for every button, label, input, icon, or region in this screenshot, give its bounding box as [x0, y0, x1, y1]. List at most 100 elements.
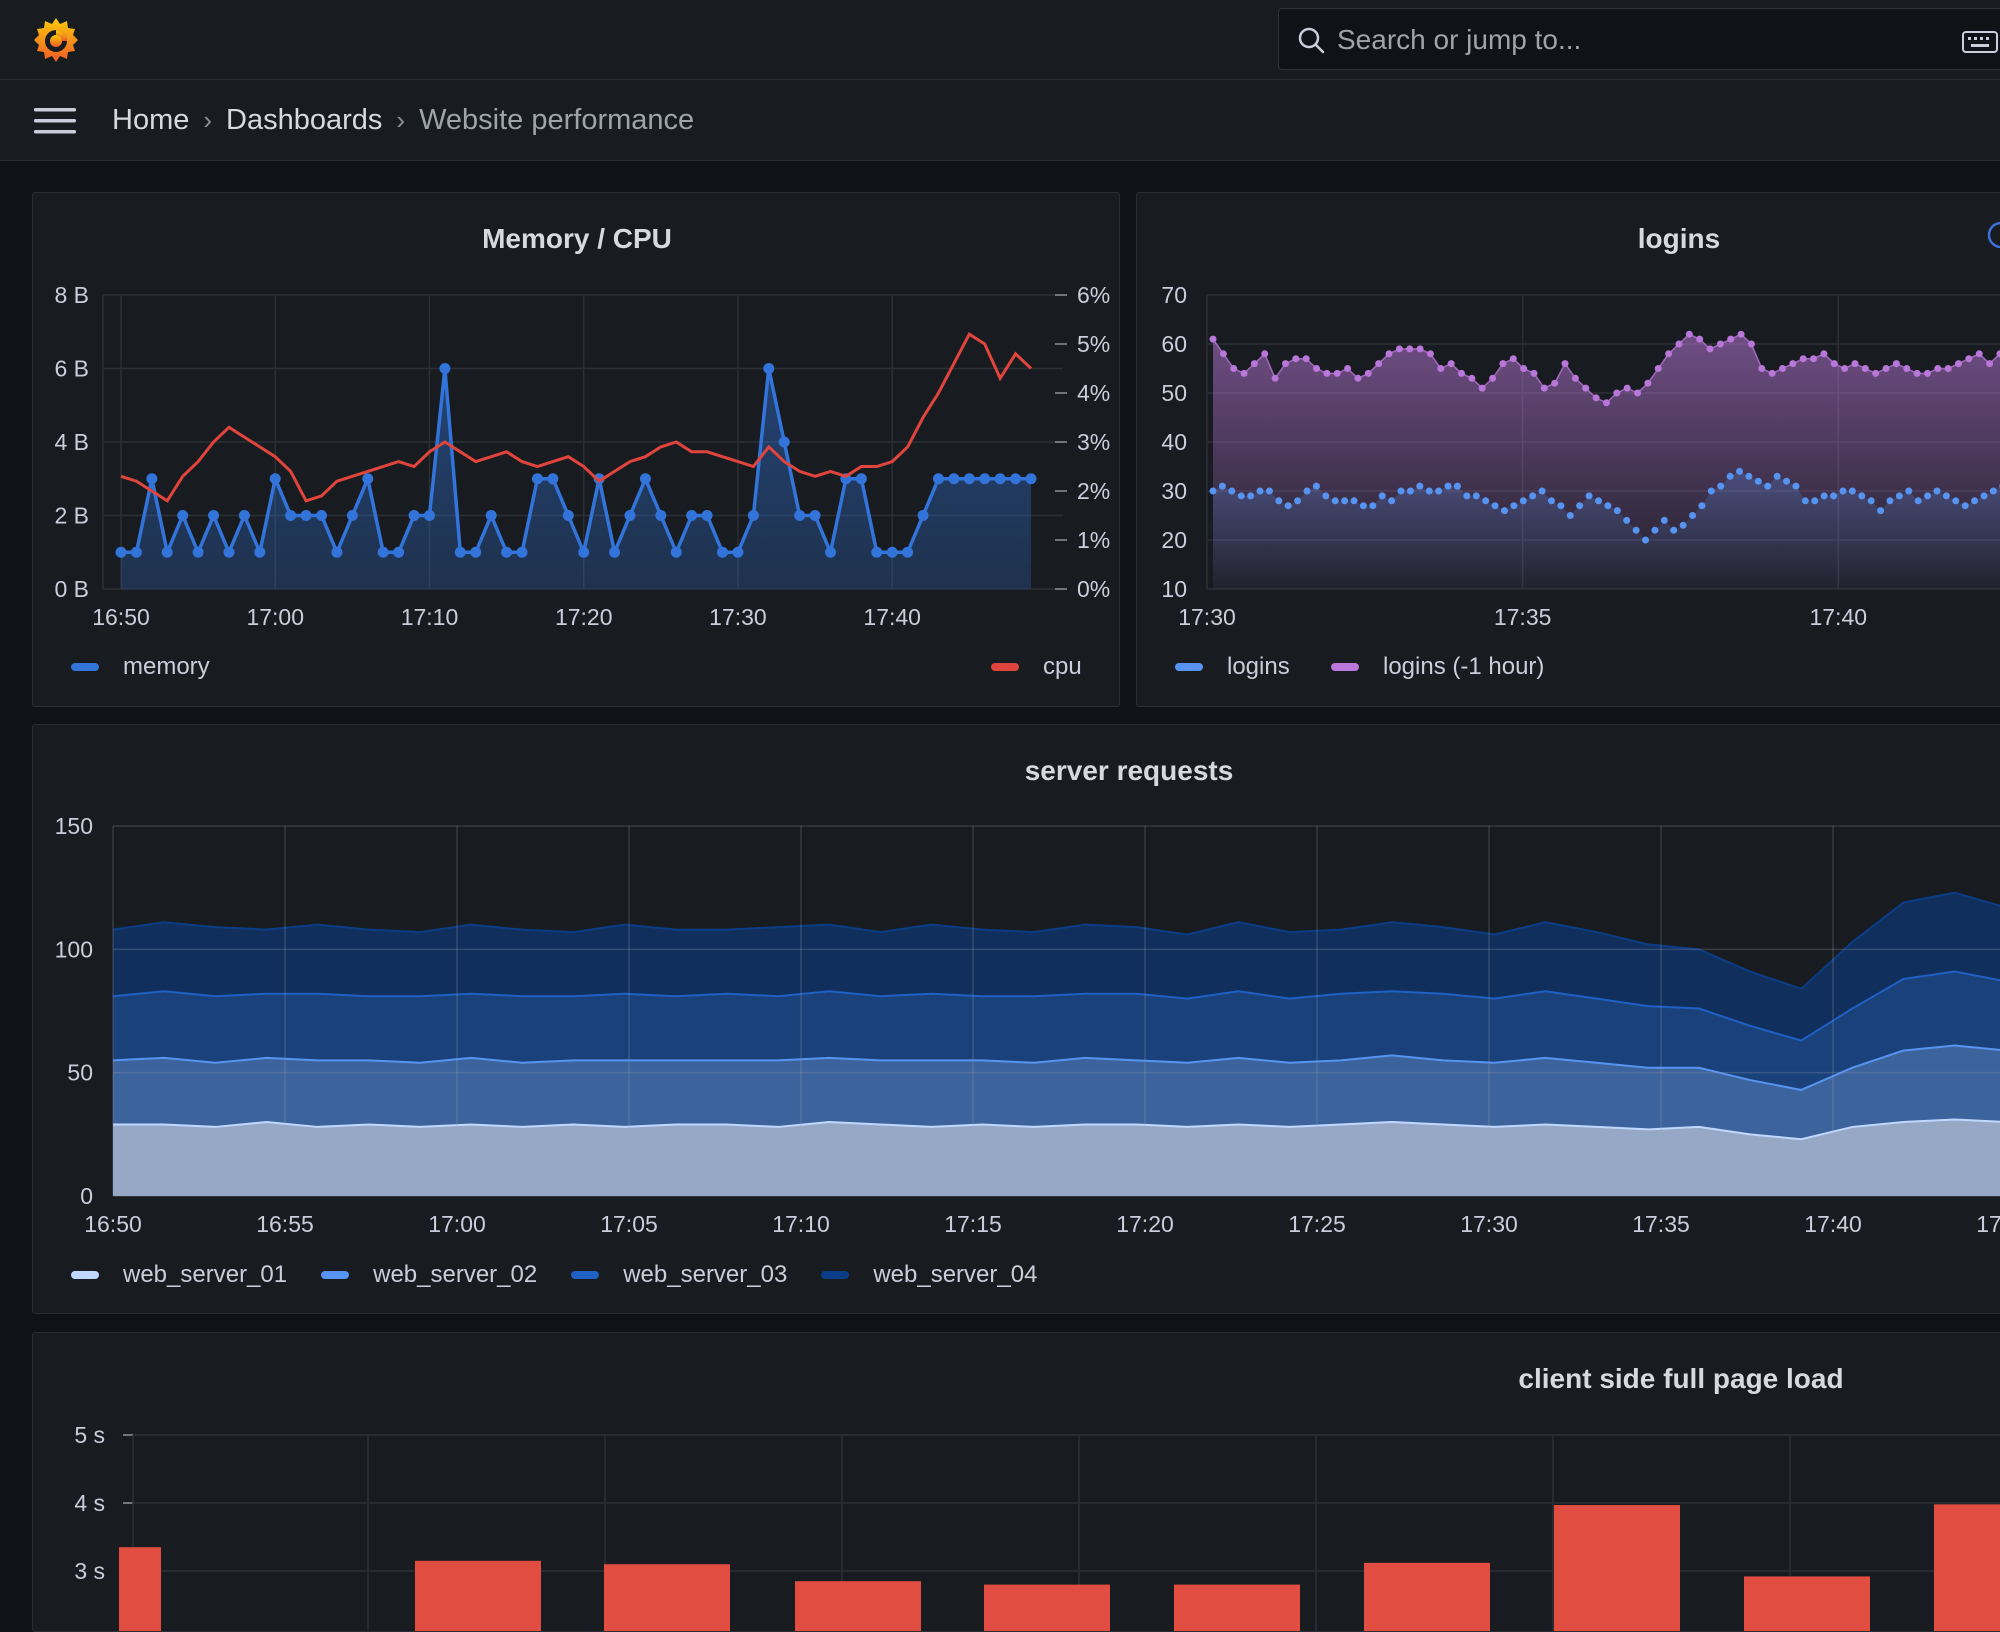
x-axis-tick-label: 17:20 [555, 604, 613, 630]
data-point-logins [1378, 492, 1386, 500]
data-point-logins [1557, 502, 1565, 510]
data-point-logins [1942, 492, 1950, 500]
data-point-logins-prev [1685, 330, 1693, 338]
legend-item-web-server-04[interactable]: web_server_04 [821, 1261, 1037, 1289]
legend-item-logins[interactable]: logins [1175, 653, 1290, 681]
y-axis-tick-label: 50 [67, 1060, 93, 1086]
data-point-logins-prev [1923, 369, 1931, 377]
data-point-logins-prev [1789, 360, 1797, 368]
panel-logins[interactable]: logins 1020304050607017:3017:3517:4017:4… [1136, 192, 2000, 707]
data-point-memory [470, 546, 482, 558]
breadcrumb-home[interactable]: Home [112, 103, 190, 136]
data-point-logins-prev [1913, 369, 1921, 377]
legend-item-web-server-03[interactable]: web_server_03 [571, 1261, 787, 1289]
data-point-logins-prev [1261, 350, 1269, 358]
data-point-logins [1717, 482, 1725, 490]
series-web_server_04-line [112, 891, 2000, 990]
data-point-logins [1905, 487, 1913, 495]
series-web_server_01-area [113, 1119, 2000, 1196]
data-point-logins [1453, 482, 1461, 490]
data-point-memory [701, 510, 713, 521]
search-icon [1298, 27, 1325, 54]
data-point-logins [1707, 487, 1715, 495]
x-axis-tick-label: 17:30 [709, 604, 767, 630]
panel-title: client side full page load [1518, 1363, 1844, 1394]
panel-memory-cpu[interactable]: Memory / CPU 0 B 2 B 4 B 6 B 8 B 0% 1% 2% 3% 4% 5%… [32, 192, 1120, 707]
grafana-logo-icon[interactable] [30, 14, 82, 66]
data-point-logins [1811, 497, 1819, 505]
x-axis-tick-label: 17:45 [1976, 1211, 2000, 1237]
data-point-logins [1284, 502, 1292, 510]
data-point-memory [994, 473, 1006, 485]
data-point-logins-prev [1903, 365, 1911, 372]
series-web_server_02-line [112, 1044, 2000, 1091]
y-axis-tick-label: 30 [1161, 478, 1187, 504]
keyboard-icon[interactable] [1962, 31, 1998, 53]
data-point-memory [1025, 473, 1037, 485]
data-point-memory [223, 546, 235, 558]
data-point-logins [1585, 492, 1593, 500]
y-axis-right-tick-label: 2% [1077, 478, 1110, 504]
data-point-logins [1867, 497, 1875, 505]
legend-item-web-server-02[interactable]: web_server_02 [321, 1261, 537, 1289]
search-bar[interactable] [1278, 8, 2000, 70]
server-requests-chart[interactable]: 0 50 100 150 16:50 16:55 17:00 17:05 17:10 17:15 1… [33, 725, 2000, 1314]
data-point-logins [1444, 482, 1452, 490]
data-point-logins [1839, 487, 1847, 495]
data-point-memory [423, 510, 435, 521]
data-point-logins-prev [1333, 369, 1341, 377]
data-point-logins [1961, 502, 1969, 510]
data-point-memory [331, 546, 343, 558]
y-axis-tick-label: 150 [55, 813, 93, 839]
legend-item-cpu[interactable]: cpu [991, 653, 1082, 681]
info-icon[interactable] [1985, 219, 2000, 251]
data-point-logins-prev [1561, 360, 1569, 368]
data-point-logins-prev [1944, 365, 1952, 372]
data-point-memory [254, 546, 266, 558]
data-point-memory [886, 546, 898, 558]
data-point-logins-prev [1820, 350, 1828, 358]
data-point-logins [1406, 487, 1414, 495]
breadcrumb-dashboards[interactable]: Dashboards [226, 103, 383, 136]
series-cpu-line [120, 332, 1033, 503]
y-axis-right-tick-label: 1% [1077, 527, 1110, 553]
menu-icon[interactable] [34, 106, 76, 136]
data-point-memory [578, 546, 590, 558]
legend-swatch [71, 1271, 99, 1279]
y-axis-tick-label: 3 s [74, 1558, 105, 1584]
legend-item-web-server-01[interactable]: web_server_01 [71, 1261, 287, 1289]
data-point-logins-prev [1799, 355, 1807, 363]
data-point-logins-prev [1551, 379, 1559, 387]
legend-item-logins-prev-hour[interactable]: logins (-1 hour) [1331, 653, 1544, 681]
page-load-chart[interactable]: 3 s 4 s 5 s [33, 1333, 2000, 1632]
x-axis-tick-label: 17:30 [1460, 1211, 1518, 1237]
data-point-logins [1792, 482, 1800, 490]
panel-client-page-load[interactable]: client side full page load 3 s 4 s 5 s [32, 1332, 2000, 1632]
data-point-logins [1820, 492, 1828, 500]
y-axis-tick-label: 50 [1161, 380, 1187, 406]
data-point-logins [1651, 526, 1659, 534]
legend-item-memory[interactable]: memory [71, 653, 210, 681]
panel-server-requests[interactable]: server requests 0 50 100 150 16:50 16:55 17:00… [32, 724, 2000, 1314]
data-point-logins-prev [1447, 360, 1455, 368]
data-point-memory [979, 473, 991, 485]
series-web_server_02-area [113, 1045, 2000, 1140]
data-point-logins-prev [1778, 365, 1786, 372]
memory-cpu-chart[interactable]: 0 B 2 B 4 B 6 B 8 B 0% 1% 2% 3% 4% 5% 6% 16:50 17:00 1… [33, 193, 1120, 707]
search-input[interactable] [1335, 19, 1939, 61]
data-point-logins [1576, 502, 1584, 510]
data-point-memory [825, 546, 837, 558]
data-point-logins [1604, 502, 1612, 510]
data-point-logins [1679, 521, 1687, 529]
data-point-memory [516, 546, 528, 558]
data-point-logins-prev [1458, 369, 1466, 377]
bar [1554, 1505, 1680, 1631]
data-point-memory [593, 473, 605, 485]
data-point-logins [1642, 536, 1650, 544]
data-point-logins-prev [1768, 369, 1776, 377]
data-point-logins-prev [1219, 350, 1227, 358]
data-point-memory [146, 473, 158, 485]
x-axis-tick-label: 17:25 [1288, 1211, 1346, 1237]
data-point-memory [285, 510, 297, 521]
